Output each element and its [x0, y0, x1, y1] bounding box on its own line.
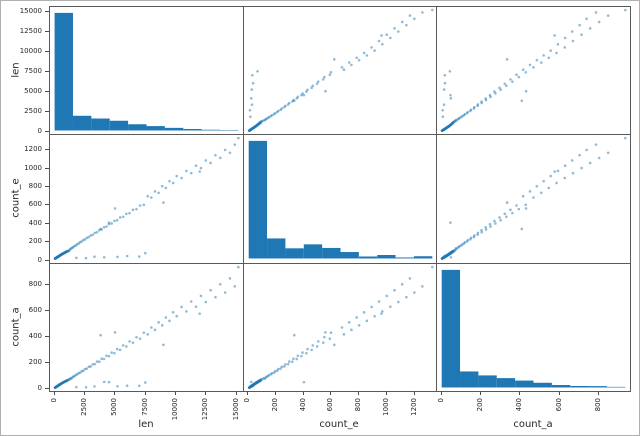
x-tick-mark [519, 391, 521, 395]
x-tick-label-text: 400 [298, 398, 307, 412]
count_e-vs-count_a-scatter-canvas [437, 135, 631, 263]
y-tick-mark [45, 186, 49, 188]
x-tick-label-text: 400 [515, 398, 524, 412]
x-tick-mark [413, 391, 415, 395]
cell-count_a-count_a [437, 263, 631, 392]
y-tick-label: 1000 [24, 163, 42, 172]
y-tick-label: 10000 [19, 46, 42, 55]
x-tick-mark [247, 391, 249, 395]
y-tick-mark [45, 361, 49, 363]
y-tick-mark [45, 204, 49, 206]
cell-len-len [50, 7, 244, 136]
y-tick-mark [45, 222, 49, 224]
x-tick-label-text: 0 [243, 398, 252, 403]
y-tick-mark [45, 335, 49, 337]
x-tick-mark [235, 391, 237, 395]
cell-len-count_e [243, 7, 438, 136]
x-tick-label-text: 2500 [79, 398, 88, 416]
y-tick-label: 12500 [19, 26, 42, 35]
x-tick-mark [53, 391, 55, 395]
cell-len-count_a [437, 7, 631, 136]
y-tick-label: 2500 [24, 107, 42, 116]
len-histogram-canvas [50, 7, 243, 134]
y-tick-label: 200 [28, 237, 42, 246]
len-vs-count_a-scatter-canvas [437, 7, 631, 134]
y-tick-label: 5000 [24, 87, 42, 96]
x-tick-label-text: 10000 [170, 398, 179, 421]
x-tick-mark [205, 391, 207, 395]
y-tick-mark [45, 309, 49, 311]
x-tick-mark [558, 391, 560, 395]
cell-count_a-count_e [243, 263, 438, 392]
x-tick-label-text: 1200 [409, 398, 418, 416]
x-tick-mark [441, 391, 443, 395]
y-tick-label: 800 [28, 182, 42, 191]
y-tick-mark [45, 283, 49, 285]
y-tick-mark [45, 259, 49, 261]
count_a-vs-len-scatter-canvas [50, 263, 243, 391]
x-tick-label-text: 5000 [110, 398, 119, 416]
x-tick-label-text: 600 [326, 398, 335, 412]
x-tick-mark [275, 391, 277, 395]
x-tick-label-text: 15000 [231, 398, 240, 421]
y-tick-mark [45, 387, 49, 389]
x-tick-label-text: 12500 [201, 398, 210, 421]
y-tick-mark [45, 111, 49, 113]
y-tick-label: 400 [28, 331, 42, 340]
x-tick-mark [302, 391, 304, 395]
y-tick-mark [45, 131, 49, 133]
y-tick-label: 200 [28, 357, 42, 366]
x-axis-label-count_a: count_a [513, 419, 553, 430]
count_e-histogram-canvas [243, 135, 437, 263]
x-tick-label-text: 600 [554, 398, 563, 412]
y-tick-label: 600 [28, 305, 42, 314]
plot-grid [49, 6, 631, 392]
y-tick-label: 600 [28, 200, 42, 209]
x-tick-label-text: 800 [354, 398, 363, 412]
cell-count_e-len [50, 135, 244, 264]
x-tick-mark [385, 391, 387, 395]
y-tick-label: 0 [37, 255, 42, 264]
y-tick-mark [45, 70, 49, 72]
count_a-histogram-canvas [437, 263, 631, 391]
x-tick-label-text: 0 [437, 398, 446, 403]
len-vs-count_e-scatter-canvas [243, 7, 437, 134]
x-tick-mark [480, 391, 482, 395]
x-tick-label-text: 200 [271, 398, 280, 412]
y-tick-label: 7500 [24, 66, 42, 75]
y-tick-mark [45, 30, 49, 32]
x-axis-label-count_e: count_e [319, 419, 359, 430]
y-tick-mark [45, 167, 49, 169]
y-tick-label: 1200 [24, 145, 42, 154]
y-tick-mark [45, 50, 49, 52]
y-tick-mark [45, 241, 49, 243]
y-tick-label: 400 [28, 218, 42, 227]
x-tick-label-text: 200 [476, 398, 485, 412]
x-tick-label-text: 7500 [140, 398, 149, 416]
x-tick-mark [83, 391, 85, 395]
x-tick-label-text: 1000 [381, 398, 390, 416]
cell-count_e-count_e [243, 135, 438, 264]
y-tick-label: 15000 [19, 6, 42, 15]
count_e-vs-len-scatter-canvas [50, 135, 243, 263]
count_a-vs-count_e-scatter-canvas [243, 263, 437, 391]
y-tick-label: 800 [28, 279, 42, 288]
y-tick-mark [45, 91, 49, 93]
y-tick-mark [45, 10, 49, 12]
y-tick-label: 0 [37, 127, 42, 136]
x-tick-label-text: 800 [593, 398, 602, 412]
x-tick-mark [114, 391, 116, 395]
x-tick-mark [330, 391, 332, 395]
x-tick-label-text: 0 [49, 398, 58, 403]
x-tick-mark [144, 391, 146, 395]
cell-count_a-len [50, 263, 244, 392]
x-tick-mark [174, 391, 176, 395]
x-tick-mark [358, 391, 360, 395]
x-axis-label-len: len [138, 419, 154, 430]
cell-count_e-count_a [437, 135, 631, 264]
y-tick-label: 0 [37, 383, 42, 392]
y-tick-mark [45, 149, 49, 151]
x-tick-mark [597, 391, 599, 395]
